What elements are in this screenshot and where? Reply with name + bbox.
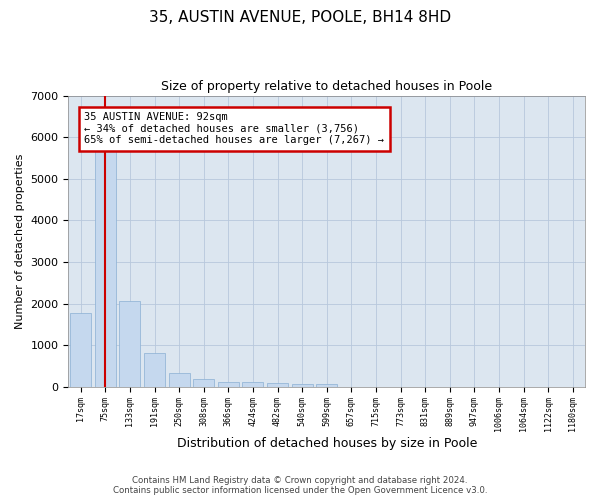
Text: 35, AUSTIN AVENUE, POOLE, BH14 8HD: 35, AUSTIN AVENUE, POOLE, BH14 8HD bbox=[149, 10, 451, 25]
Bar bbox=[193, 379, 214, 386]
X-axis label: Distribution of detached houses by size in Poole: Distribution of detached houses by size … bbox=[176, 437, 477, 450]
Bar bbox=[95, 146, 116, 386]
Bar bbox=[316, 384, 337, 386]
Bar bbox=[144, 352, 165, 386]
Bar bbox=[242, 382, 263, 386]
Bar bbox=[169, 372, 190, 386]
Bar bbox=[119, 301, 140, 386]
Bar bbox=[267, 382, 288, 386]
Text: Contains HM Land Registry data © Crown copyright and database right 2024.
Contai: Contains HM Land Registry data © Crown c… bbox=[113, 476, 487, 495]
Title: Size of property relative to detached houses in Poole: Size of property relative to detached ho… bbox=[161, 80, 492, 93]
Text: 35 AUSTIN AVENUE: 92sqm
← 34% of detached houses are smaller (3,756)
65% of semi: 35 AUSTIN AVENUE: 92sqm ← 34% of detache… bbox=[85, 112, 385, 146]
Bar bbox=[292, 384, 313, 386]
Bar bbox=[218, 382, 239, 386]
Bar bbox=[70, 312, 91, 386]
Y-axis label: Number of detached properties: Number of detached properties bbox=[15, 154, 25, 329]
